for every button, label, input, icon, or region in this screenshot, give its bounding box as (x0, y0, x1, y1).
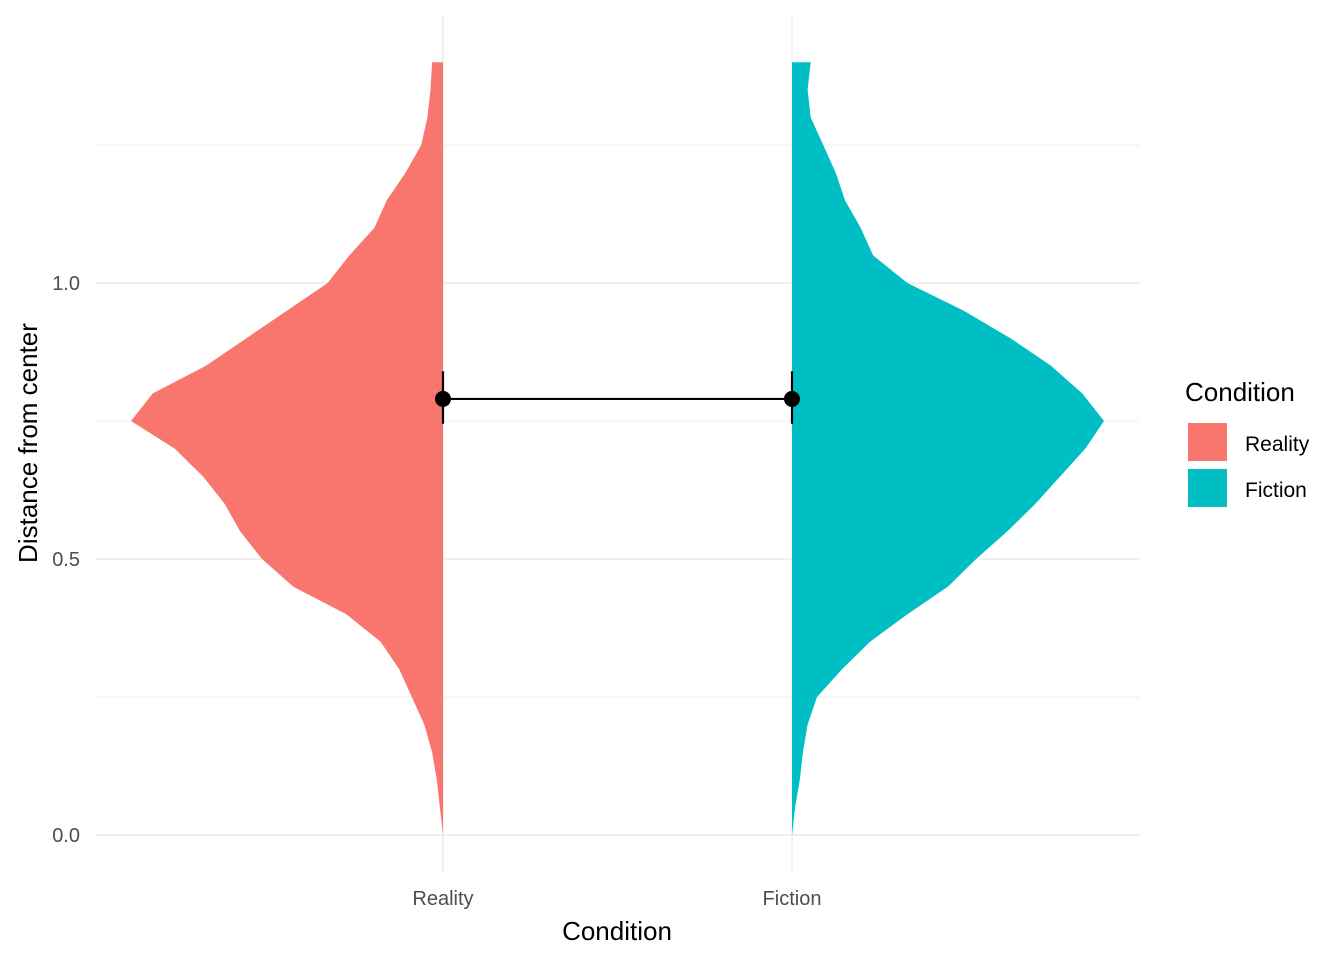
legend-title: Condition (1185, 377, 1295, 407)
violin-reality (131, 62, 443, 835)
y-tick-labels: 0.0 0.5 1.0 (52, 273, 80, 847)
legend: Condition Reality Fiction (1185, 377, 1310, 507)
legend-label-fiction: Fiction (1245, 479, 1307, 502)
violin-fiction (792, 62, 1104, 835)
y-axis-title: Distance from center (13, 323, 43, 563)
legend-key-fiction (1188, 469, 1227, 507)
legend-label-reality: Reality (1245, 433, 1310, 456)
x-tick-label: Reality (412, 888, 473, 910)
mean-point-fiction (784, 390, 800, 407)
legend-key-reality (1188, 423, 1227, 461)
y-tick-label: 1.0 (52, 273, 80, 295)
mean-point-reality (435, 390, 451, 407)
violins (131, 62, 1104, 835)
x-tick-label: Fiction (763, 888, 822, 910)
y-tick-label: 0.5 (52, 549, 80, 571)
summary-layer (435, 371, 800, 424)
y-tick-label: 0.0 (52, 825, 80, 847)
x-tick-labels: Reality Fiction (412, 888, 821, 910)
x-axis-title: Condition (562, 916, 672, 946)
